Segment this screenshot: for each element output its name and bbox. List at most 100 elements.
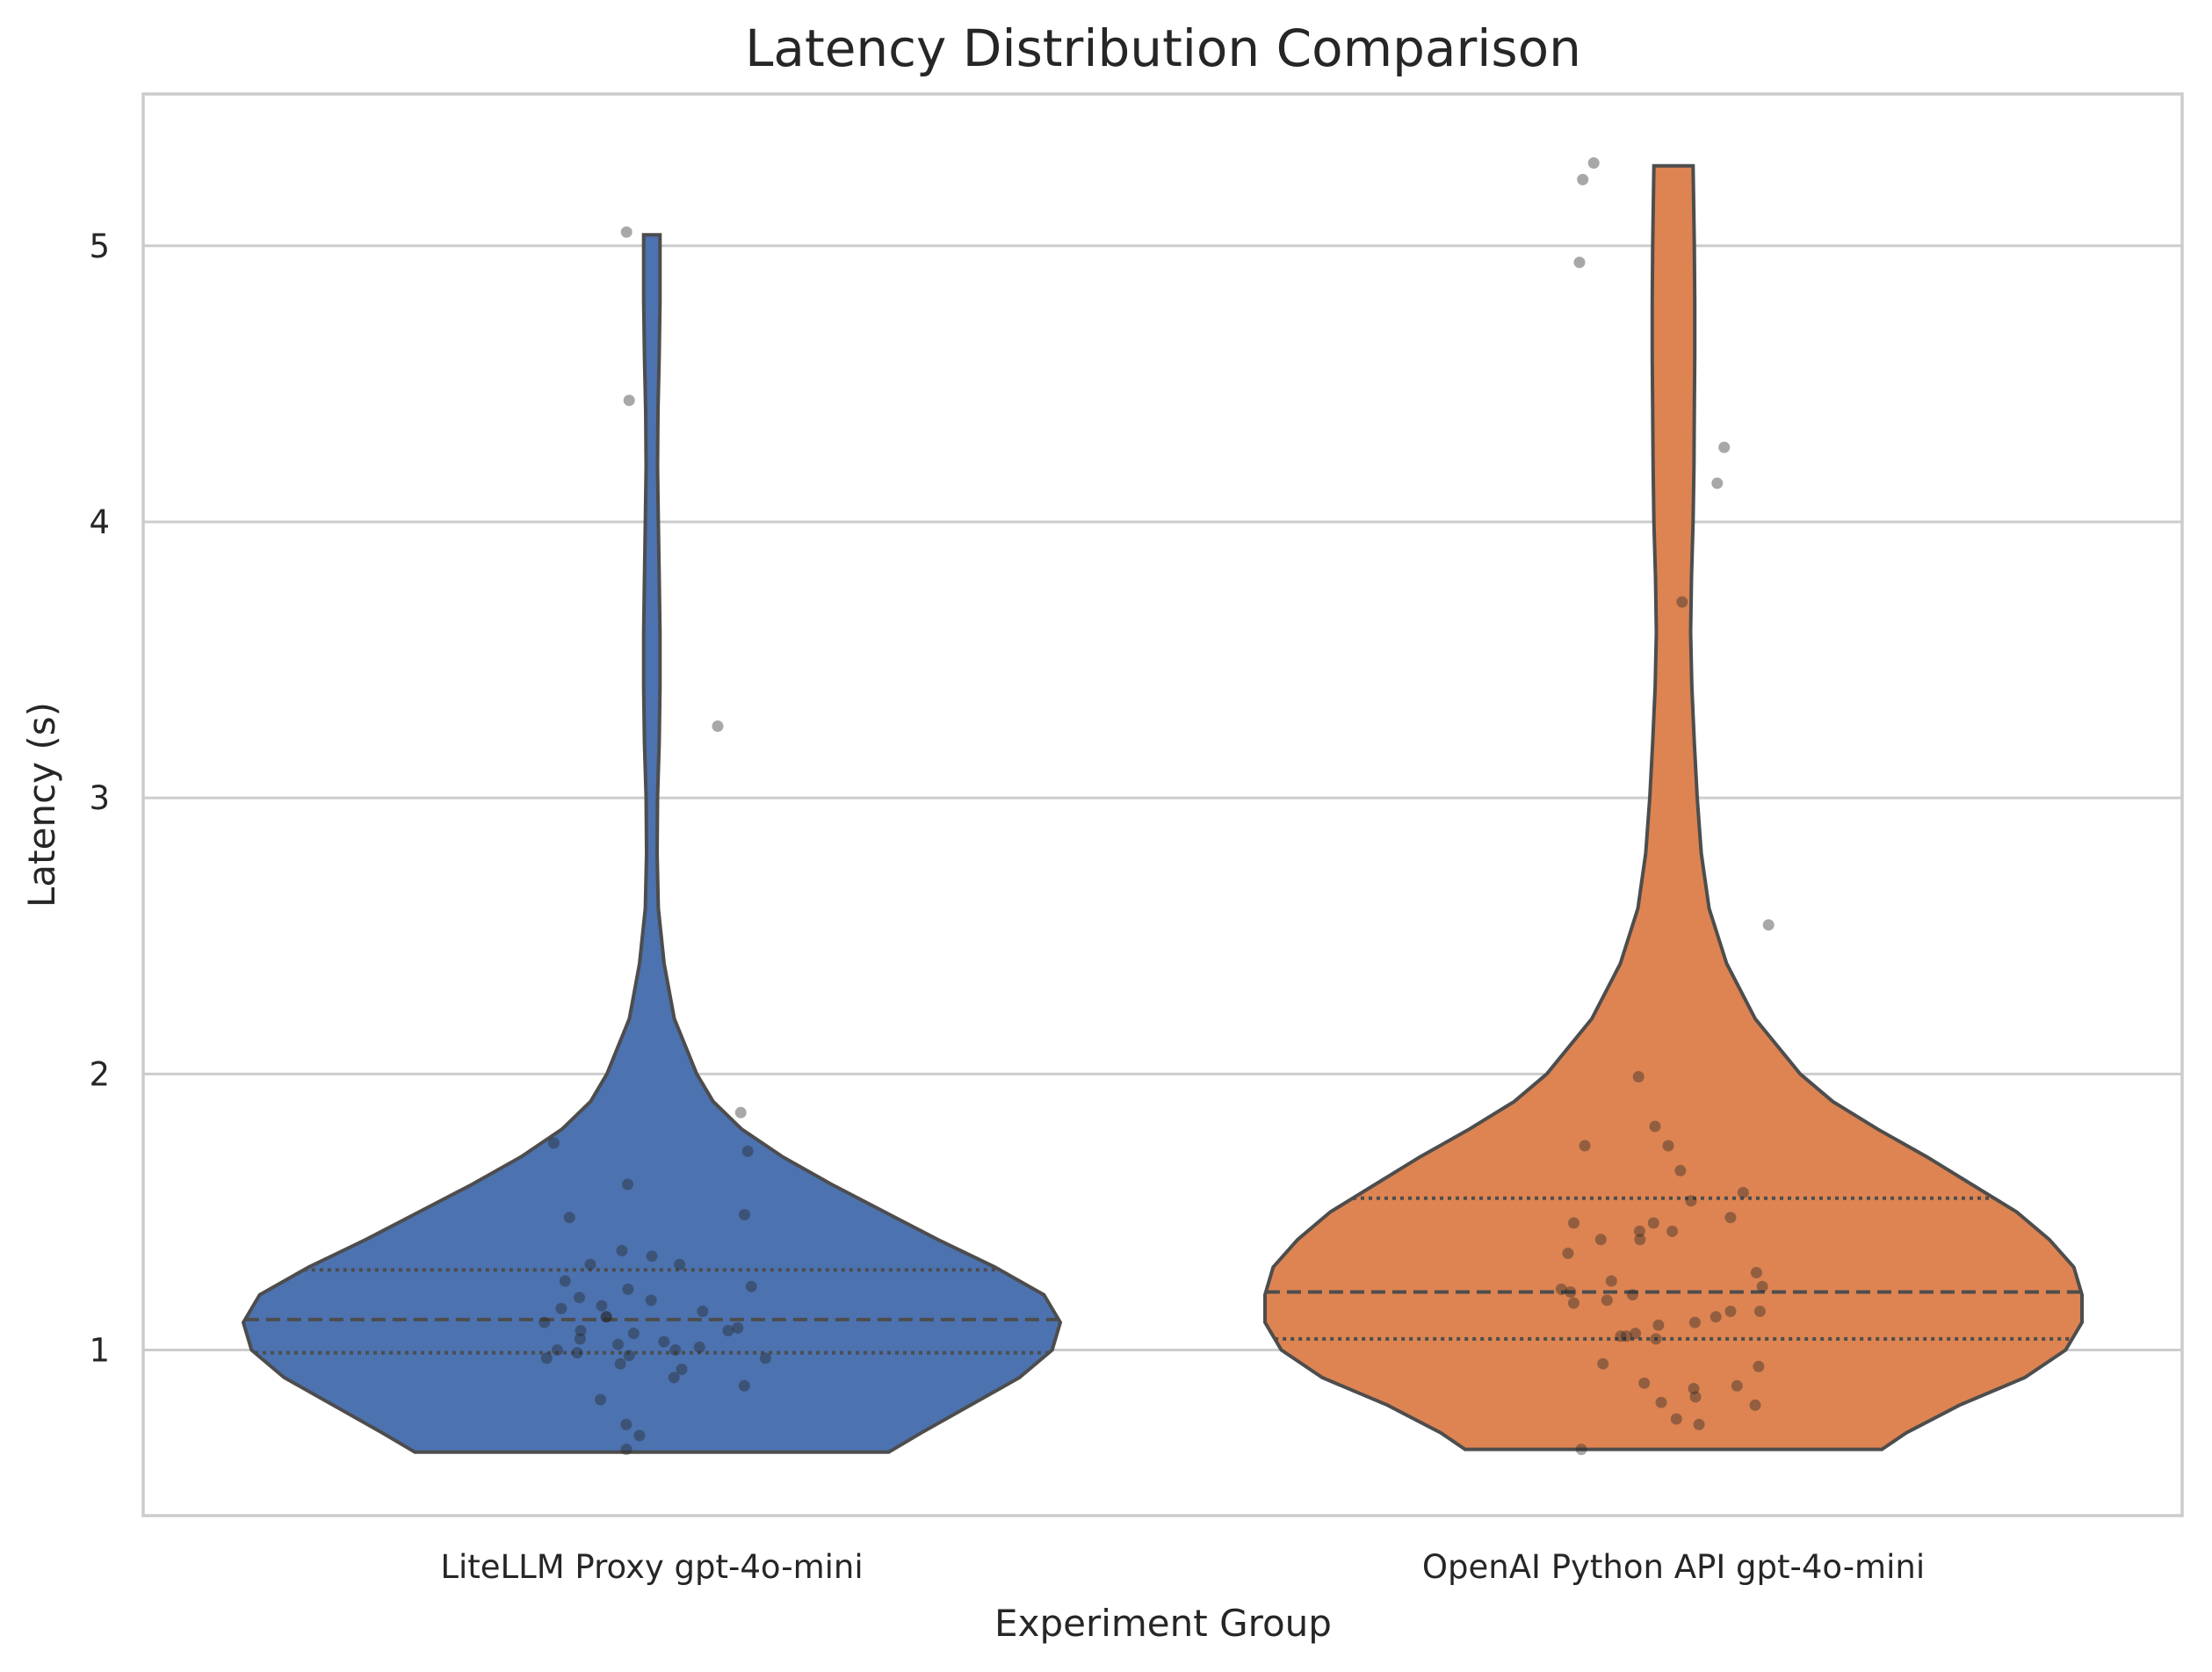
data-point (1762, 919, 1775, 931)
x-tick-label: LiteLLM Proxy gpt-4o-mini (440, 1548, 863, 1586)
data-point (1756, 1280, 1768, 1292)
data-point (1711, 477, 1724, 489)
plot-frame (141, 92, 2184, 1517)
data-point (669, 1344, 682, 1356)
data-point (1666, 1225, 1679, 1237)
data-point (1688, 1383, 1700, 1394)
data-point (1634, 1234, 1646, 1246)
x-tick-label: OpenAI Python API gpt-4o-mini (1422, 1548, 1925, 1586)
violins (241, 163, 2084, 1454)
data-point (1693, 1418, 1705, 1430)
data-point (540, 1352, 553, 1364)
data-point (1632, 1071, 1645, 1082)
data-point (1597, 1357, 1609, 1370)
data-point (584, 1258, 596, 1270)
data-point (616, 1244, 628, 1256)
y-tick-labels: 1 2 3 4 5 (89, 228, 110, 1370)
y-tick-label: 5 (89, 228, 110, 265)
data-point (693, 1341, 705, 1353)
data-point (1737, 1186, 1749, 1198)
data-point (745, 1280, 757, 1292)
data-point (734, 1106, 747, 1118)
data-point (1676, 596, 1688, 608)
data-point (1650, 1333, 1662, 1345)
data-point (633, 1430, 646, 1442)
data-point (600, 1311, 612, 1323)
data-point (623, 1350, 635, 1362)
data-point (1601, 1294, 1613, 1306)
data-point (1633, 1225, 1645, 1237)
y-tick-label: 1 (89, 1331, 110, 1369)
data-point (620, 226, 633, 238)
data-point (1685, 1195, 1697, 1207)
data-point (596, 1299, 608, 1312)
data-point (575, 1325, 587, 1336)
data-point (1630, 1328, 1642, 1340)
data-point (712, 720, 724, 732)
data-point (1647, 1217, 1659, 1229)
data-point (1573, 257, 1586, 269)
chart-title: Latency Distribution Comparison (745, 18, 1581, 78)
data-point (627, 1328, 640, 1340)
data-point (1649, 1120, 1661, 1133)
data-point (1753, 1306, 1766, 1317)
data-point (1587, 157, 1600, 169)
data-point (645, 1294, 657, 1306)
data-point (1579, 1140, 1591, 1152)
data-point (622, 1283, 634, 1295)
violin-body (1263, 163, 2084, 1451)
data-point (1562, 1248, 1574, 1259)
data-point (674, 1258, 686, 1270)
data-point (738, 1379, 750, 1392)
data-point (722, 1325, 734, 1336)
data-point (1626, 1289, 1638, 1301)
y-tick-label: 4 (89, 503, 110, 541)
y-axis-label: Latency (s) (20, 702, 63, 908)
data-point (732, 1321, 744, 1334)
data-point (574, 1333, 586, 1345)
data-point (676, 1364, 688, 1375)
data-point (574, 1292, 585, 1304)
data-point (539, 1316, 551, 1328)
data-point (1577, 173, 1589, 185)
data-point (1710, 1311, 1722, 1323)
data-point (1670, 1413, 1682, 1425)
data-point (620, 1418, 633, 1430)
data-point (1565, 1286, 1577, 1298)
data-point (1575, 1444, 1587, 1456)
data-point (1638, 1377, 1651, 1389)
data-point (1689, 1391, 1702, 1403)
data-point (1753, 1360, 1765, 1372)
data-point (622, 1178, 633, 1191)
data-point (600, 1311, 612, 1323)
data-point (547, 1137, 560, 1149)
data-point (551, 1344, 563, 1356)
strip-points (539, 157, 1775, 1456)
data-point (620, 1444, 633, 1456)
y-tick-label: 3 (89, 779, 110, 817)
data-point (759, 1352, 771, 1364)
data-point (623, 394, 635, 407)
data-point (1568, 1217, 1579, 1229)
data-point (1605, 1275, 1617, 1287)
data-point (1688, 1316, 1701, 1328)
data-point (1674, 1164, 1687, 1176)
data-point (1615, 1330, 1627, 1343)
data-point (1567, 1297, 1579, 1309)
data-point (614, 1357, 626, 1370)
data-point (697, 1306, 709, 1317)
data-point (1749, 1399, 1761, 1411)
data-point (1655, 1396, 1667, 1408)
data-point (1731, 1379, 1743, 1392)
x-tick-labels: LiteLLM Proxy gpt-4o-mini OpenAI Python A… (440, 1548, 1925, 1586)
data-point (1662, 1140, 1674, 1152)
data-point (741, 1145, 754, 1157)
data-point (1555, 1283, 1567, 1295)
data-point (563, 1212, 575, 1224)
data-point (1724, 1306, 1737, 1317)
data-point (1594, 1234, 1607, 1246)
y-tick-label: 2 (89, 1055, 110, 1093)
violin-body (241, 233, 1063, 1454)
data-point (739, 1209, 750, 1220)
